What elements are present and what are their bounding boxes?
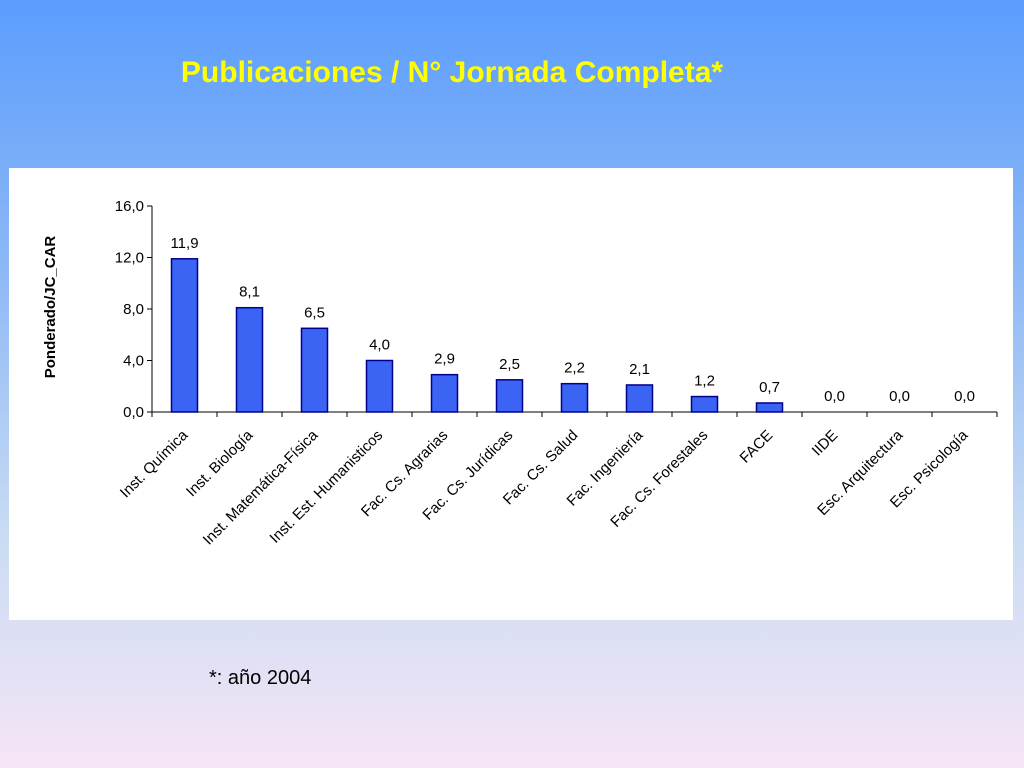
y-tick-label: 4,0: [123, 353, 144, 370]
bar: [365, 359, 394, 413]
data-label: 0,0: [824, 388, 845, 405]
data-label: 1,2: [694, 373, 715, 390]
y-tick-label: 8,0: [123, 301, 144, 318]
bar-chart: 0,0 4,0 8,0 12,0 16,0 11,9 8,1 6,5 4,0 2,9 2,5 2,2…: [42, 198, 998, 548]
y-axis-title: Ponderado/JC_CAR: [42, 236, 59, 379]
footnote: *: año 2004: [209, 667, 312, 689]
bar: [625, 384, 654, 413]
bars: [170, 258, 784, 413]
y-tick-label: 16,0: [115, 198, 144, 215]
bar: [235, 306, 264, 413]
category-label: Inst. Matemática-Física: [200, 426, 322, 548]
y-tick-label: 12,0: [115, 250, 144, 267]
data-label: 2,1: [629, 361, 650, 378]
data-label: 0,7: [759, 379, 780, 396]
data-label: 0,0: [954, 388, 975, 405]
bar: [560, 382, 589, 413]
category-label: FACE: [737, 427, 777, 467]
bar: [430, 373, 459, 413]
category-label: Inst. Est. Humanisticos: [266, 427, 386, 547]
data-label: 0,0: [889, 388, 910, 405]
bar: [755, 402, 784, 413]
data-label: 4,0: [369, 337, 390, 354]
data-label: 8,1: [239, 284, 260, 301]
chart-panel: 0,0 4,0 8,0 12,0 16,0 11,9 8,1 6,5 4,0 2,9 2,5 2,2…: [9, 168, 1013, 620]
bar: [495, 379, 524, 413]
bar: [690, 395, 719, 413]
slide-title: Publicaciones / N° Jornada Completa*: [180, 56, 724, 89]
data-label: 2,2: [564, 360, 585, 377]
category-label: IIDE: [809, 427, 842, 460]
data-label: 2,5: [499, 356, 520, 373]
bar: [170, 258, 199, 413]
data-label: 11,9: [170, 235, 198, 252]
data-label: 2,9: [434, 351, 455, 368]
y-tick-label: 0,0: [123, 404, 144, 421]
data-label: 6,5: [304, 304, 325, 321]
bar: [300, 327, 329, 413]
category-label: Inst. Química: [117, 426, 192, 501]
y-axis: 0,0 4,0 8,0 12,0 16,0: [115, 198, 153, 421]
data-labels: 11,9 8,1 6,5 4,0 2,9 2,5 2,2 2,1 1,2 0,7 0,0 0,0 0,0: [170, 235, 974, 405]
